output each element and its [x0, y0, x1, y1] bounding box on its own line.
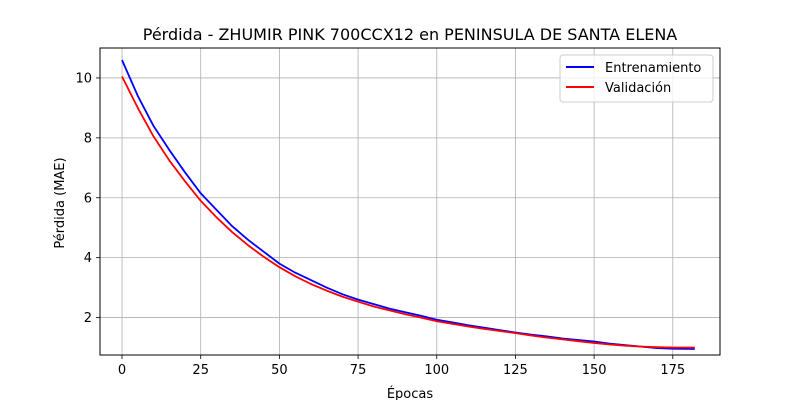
legend-label-entrenamiento: Entrenamiento — [605, 61, 701, 76]
plot-frame — [99, 47, 721, 356]
x-tick-label: 150 — [582, 363, 607, 378]
y-tick-label: 10 — [75, 71, 92, 86]
x-tick-label: 0 — [118, 363, 126, 378]
legend-label-validacion: Validación — [605, 81, 671, 96]
x-axis-ticks: 0 25 50 75 100 125 150 175 — [118, 355, 685, 378]
x-axis-label: Épocas — [387, 386, 434, 400]
x-tick-label: 50 — [271, 363, 288, 378]
x-tick-label: 75 — [350, 363, 367, 378]
y-axis-ticks: 2 4 6 8 10 — [75, 71, 100, 326]
y-tick-label: 4 — [84, 251, 92, 266]
y-tick-label: 6 — [84, 191, 92, 206]
x-tick-label: 125 — [503, 363, 528, 378]
series-line-validacion — [121, 76, 695, 349]
y-tick-label: 8 — [84, 131, 92, 146]
legend: Entrenamiento Validación — [559, 54, 714, 103]
series-lines — [121, 59, 695, 350]
x-tick-label: 100 — [424, 363, 449, 378]
y-tick-label: 2 — [84, 311, 92, 326]
series-line-entrenamiento — [121, 59, 695, 350]
x-tick-label: 175 — [660, 363, 685, 378]
legend-box — [559, 54, 714, 103]
chart-title: Pérdida - ZHUMIR PINK 700CCX12 en PENINS… — [143, 25, 678, 44]
x-tick-label: 25 — [192, 363, 209, 378]
y-axis-label: Pérdida (MAE) — [53, 157, 68, 248]
